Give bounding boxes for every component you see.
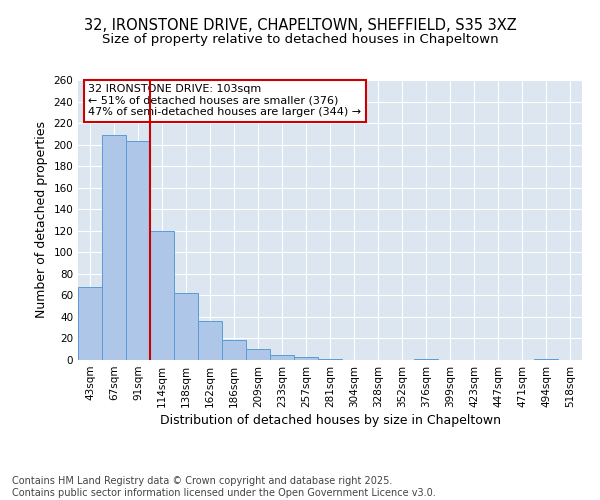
Bar — [246, 349, 270, 360]
X-axis label: Distribution of detached houses by size in Chapeltown: Distribution of detached houses by size … — [160, 414, 500, 427]
Bar — [198, 321, 222, 360]
Text: 32 IRONSTONE DRIVE: 103sqm
← 51% of detached houses are smaller (376)
47% of sem: 32 IRONSTONE DRIVE: 103sqm ← 51% of deta… — [88, 84, 361, 117]
Bar — [126, 142, 150, 360]
Bar — [534, 359, 558, 360]
Bar — [414, 359, 438, 360]
Bar — [294, 357, 318, 360]
Bar — [318, 359, 342, 360]
Bar — [102, 135, 126, 360]
Bar — [222, 340, 246, 360]
Bar — [270, 354, 294, 360]
Bar — [174, 293, 198, 360]
Text: Contains HM Land Registry data © Crown copyright and database right 2025.
Contai: Contains HM Land Registry data © Crown c… — [12, 476, 436, 498]
Bar — [78, 287, 102, 360]
Bar — [150, 231, 174, 360]
Text: 32, IRONSTONE DRIVE, CHAPELTOWN, SHEFFIELD, S35 3XZ: 32, IRONSTONE DRIVE, CHAPELTOWN, SHEFFIE… — [83, 18, 517, 32]
Y-axis label: Number of detached properties: Number of detached properties — [35, 122, 48, 318]
Text: Size of property relative to detached houses in Chapeltown: Size of property relative to detached ho… — [101, 32, 499, 46]
